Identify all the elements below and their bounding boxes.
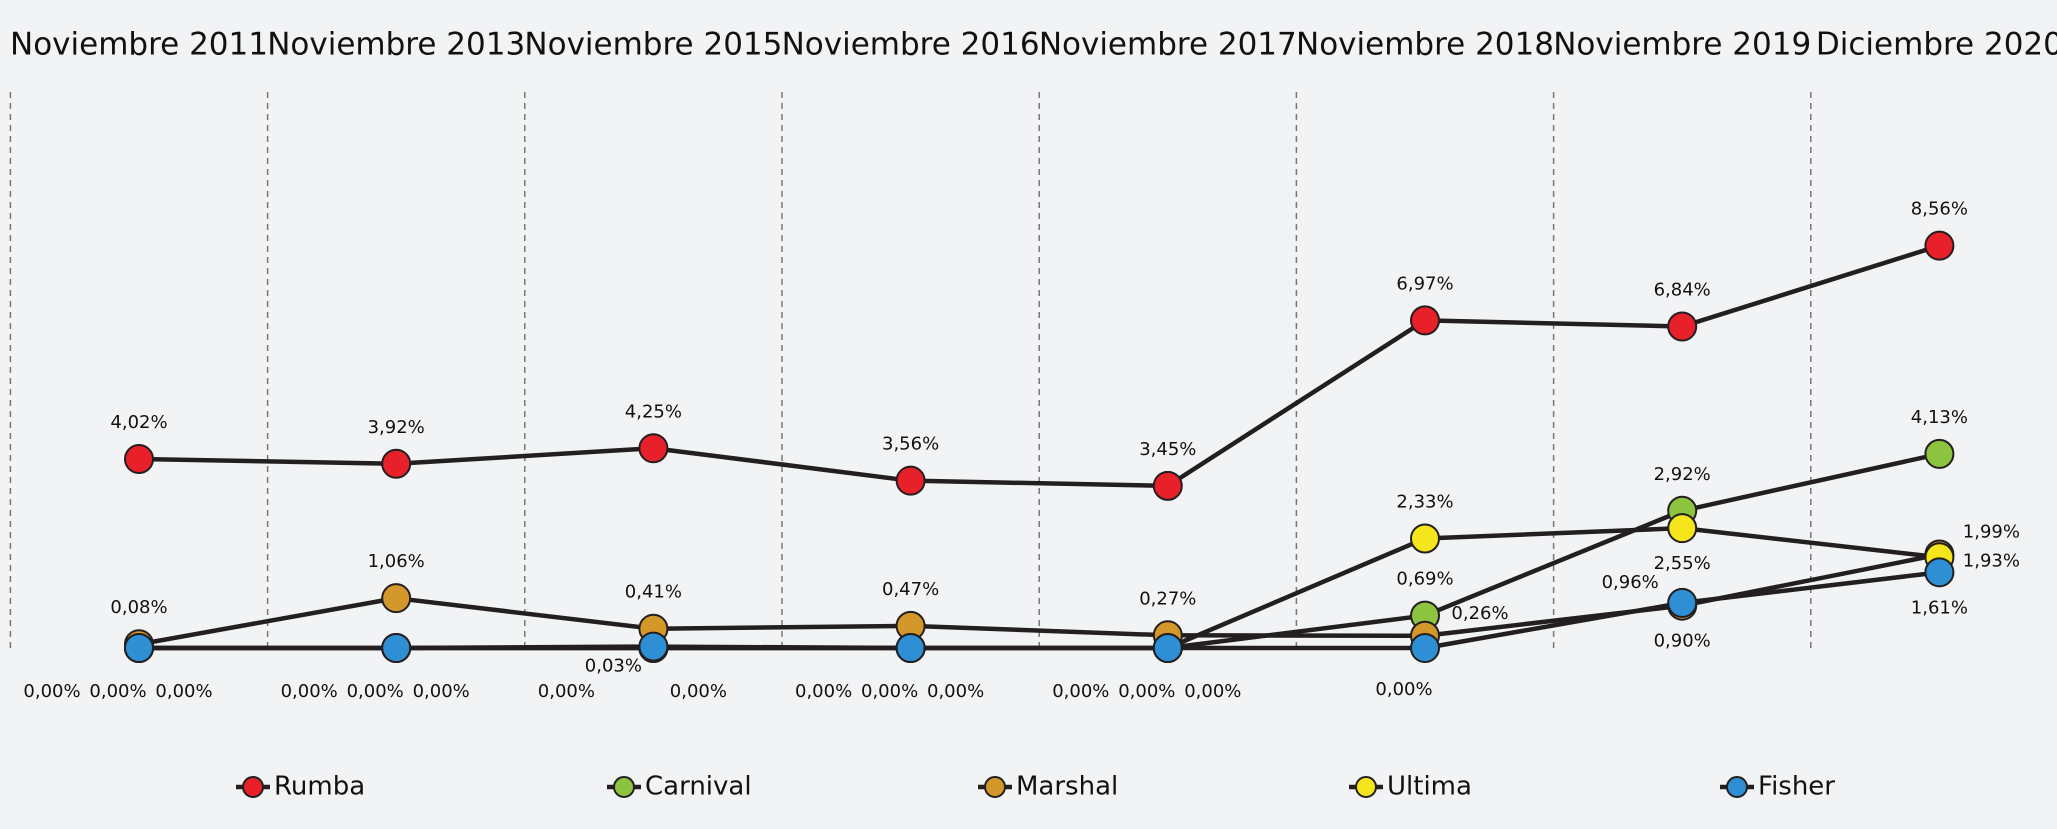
legend-item: Carnival [607, 772, 752, 802]
marker [1410, 523, 1440, 554]
marker [1152, 470, 1183, 501]
data-label: 2,92% [1654, 464, 1711, 485]
data-label: 0,00% [1184, 681, 1241, 702]
marker [124, 444, 154, 475]
category-header: Noviembre 2018 [1296, 27, 1554, 63]
legend-item: Rumba [236, 772, 365, 802]
marker [638, 631, 669, 662]
data-label: 4,13% [1911, 407, 1968, 428]
data-label: 0,47% [882, 579, 939, 600]
legend-item: Marshal [978, 772, 1118, 802]
data-label: 6,84% [1654, 280, 1711, 301]
marker [1667, 587, 1698, 618]
data-label: 3,45% [1139, 439, 1196, 460]
data-label: 0,00% [89, 681, 146, 702]
data-label: 0,69% [1396, 569, 1453, 590]
marker [1924, 557, 1955, 588]
legend-label: Fisher [1758, 772, 1835, 802]
legend-marker [984, 776, 1006, 798]
data-label: 0,00% [23, 681, 80, 702]
legend-label: Rumba [274, 772, 365, 802]
marker [1410, 305, 1440, 336]
marker [1410, 633, 1440, 663]
data-label: 2,55% [1654, 553, 1711, 574]
data-label: 1,61% [1911, 597, 1968, 618]
data-label: 3,92% [368, 417, 425, 438]
data-label: 0,41% [625, 582, 682, 603]
marker [381, 448, 412, 479]
data-label: 0,00% [281, 681, 338, 702]
data-label: 0,00% [413, 681, 470, 702]
legend-marker [1726, 776, 1748, 798]
marker [381, 583, 412, 614]
marker [1667, 513, 1698, 544]
legend-item: Fisher [1720, 772, 1835, 802]
data-label: 0,00% [1052, 681, 1109, 702]
data-label: 0,00% [927, 681, 984, 702]
category-header: Noviembre 2013 [267, 27, 525, 63]
category-header: Noviembre 2017 [1039, 27, 1297, 63]
data-label: 8,56% [1911, 199, 1968, 220]
legend-marker [242, 776, 264, 798]
marker [124, 633, 154, 663]
data-label: 0,90% [1654, 631, 1711, 652]
category-header: Noviembre 2015 [524, 27, 782, 63]
data-label: 0,00% [1375, 679, 1432, 700]
legend-marker [1355, 776, 1377, 798]
data-label: 0,96% [1602, 572, 1659, 593]
marker [1924, 230, 1955, 261]
category-header: Noviembre 2016 [782, 27, 1040, 63]
series-line [139, 570, 1940, 651]
data-label: 0,00% [538, 681, 595, 702]
category-header: Diciembre 2020 [1816, 27, 2057, 63]
data-label: 0,00% [795, 681, 852, 702]
marker [1152, 633, 1183, 663]
marker [895, 633, 926, 663]
data-label: 0,00% [861, 681, 918, 702]
data-label: 0,27% [1139, 588, 1196, 609]
series-line [138, 243, 1941, 489]
legend-item: Ultima [1349, 772, 1472, 802]
data-label: 6,97% [1396, 273, 1453, 294]
data-label: 1,06% [368, 551, 425, 572]
marker [895, 465, 926, 496]
marker [381, 633, 412, 663]
data-label: 0,00% [670, 681, 727, 702]
marker [638, 433, 669, 464]
legend-label: Ultima [1387, 772, 1472, 802]
data-label: 0,00% [347, 681, 404, 702]
data-label: 1,93% [1963, 550, 2020, 571]
marker [1667, 311, 1698, 342]
data-label: 1,99% [1963, 521, 2020, 542]
category-header: Noviembre 2011 [10, 27, 268, 63]
data-label: 0,26% [1451, 603, 1508, 624]
data-label: 4,25% [625, 401, 682, 422]
data-label: 0,08% [110, 597, 167, 618]
data-label: 4,02% [110, 412, 167, 433]
legend-marker [613, 776, 635, 798]
data-label: 0,00% [1118, 681, 1175, 702]
legend-label: Carnival [645, 772, 752, 802]
data-label: 2,33% [1396, 491, 1453, 512]
legend-label: Marshal [1016, 772, 1118, 802]
marker [1924, 438, 1955, 469]
category-header: Noviembre 2019 [1553, 27, 1811, 63]
data-label: 0,00% [155, 681, 212, 702]
data-label: 0,03% [585, 656, 642, 677]
data-label: 3,56% [882, 434, 939, 455]
